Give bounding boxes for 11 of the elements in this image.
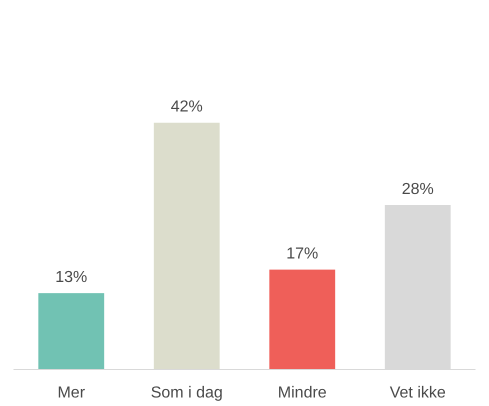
data-label: 17% [286, 246, 318, 263]
x-tick-label: Vet ikke [390, 384, 446, 402]
bar [38, 293, 104, 370]
x-tick-label: Mindre [278, 384, 327, 402]
data-label: 13% [55, 269, 88, 286]
x-tick-label: Som i dag [150, 384, 223, 402]
data-label: 28% [402, 180, 434, 198]
data-label: 42% [170, 98, 203, 116]
x-tick-label: Mer [57, 384, 86, 402]
bar [269, 270, 336, 370]
bar [154, 122, 220, 370]
